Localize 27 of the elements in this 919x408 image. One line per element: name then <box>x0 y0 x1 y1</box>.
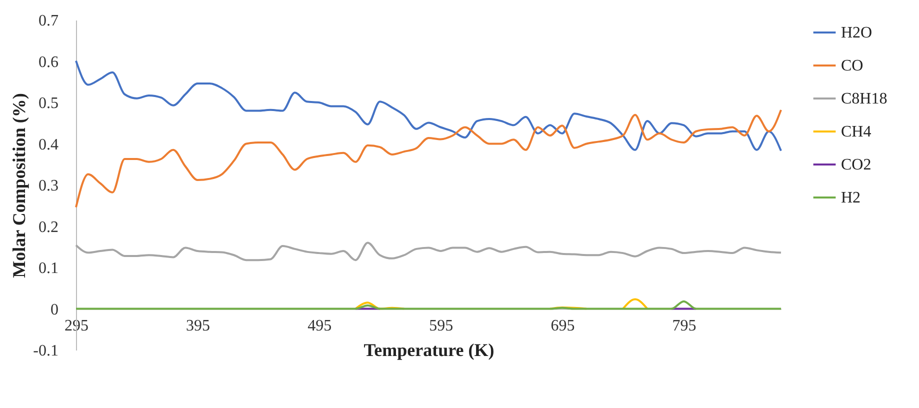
x-tick-label: 295 <box>64 317 88 334</box>
x-tick-label: 495 <box>308 317 332 334</box>
x-axis-title: Temperature (K) <box>364 340 494 360</box>
y-tick-label: 0.3 <box>38 178 58 194</box>
y-tick-label: 0.4 <box>38 136 58 154</box>
y-tick-label: 0.7 <box>38 12 58 30</box>
legend-label: CH4 <box>841 124 872 140</box>
y-tick-label: 0.1 <box>38 260 58 277</box>
y-tick-label: 0.6 <box>38 54 58 71</box>
legend-label: H2O <box>841 24 872 42</box>
y-tick-label: 0.2 <box>38 218 58 236</box>
x-tick-label: 595 <box>429 317 454 334</box>
x-tick-label: 795 <box>672 317 696 334</box>
line-series <box>75 300 782 310</box>
y-tick-label: -0.1 <box>33 342 58 360</box>
line-series <box>75 108 782 208</box>
legend-label: C8H18 <box>841 90 888 108</box>
legend-label: CO <box>841 58 864 74</box>
y-tick-label: 0.5 <box>38 95 58 112</box>
y-tick-label: 0 <box>50 301 58 318</box>
line-series <box>75 60 782 152</box>
y-axis-title: Molar Composition (%) <box>9 93 30 278</box>
x-tick-label: 695 <box>550 317 575 334</box>
legend-label: CO2 <box>841 156 872 174</box>
line-series <box>75 242 782 262</box>
legend-label: H2 <box>841 190 861 206</box>
x-tick-label: 395 <box>186 317 210 334</box>
